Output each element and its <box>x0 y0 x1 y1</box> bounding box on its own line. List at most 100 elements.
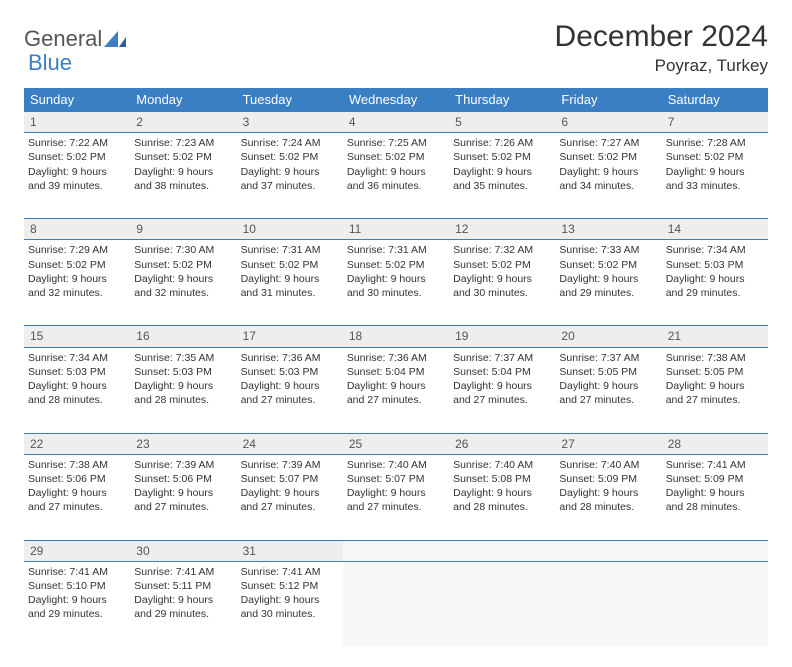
daylight-text: Daylight: 9 hours <box>559 379 657 393</box>
day-cell <box>343 561 449 647</box>
day-cell: Sunrise: 7:40 AMSunset: 5:09 PMDaylight:… <box>555 454 661 540</box>
sunrise-text: Sunrise: 7:31 AM <box>347 243 445 257</box>
daylight-text: and 28 minutes. <box>28 393 126 407</box>
day-number-row: 1234567 <box>24 112 768 133</box>
daylight-text: and 36 minutes. <box>347 179 445 193</box>
daylight-text: and 34 minutes. <box>559 179 657 193</box>
sunset-text: Sunset: 5:10 PM <box>28 579 126 593</box>
daylight-text: Daylight: 9 hours <box>559 272 657 286</box>
weekday-header: Saturday <box>662 88 768 112</box>
day-cell: Sunrise: 7:28 AMSunset: 5:02 PMDaylight:… <box>662 133 768 219</box>
sunrise-text: Sunrise: 7:26 AM <box>453 136 551 150</box>
daylight-text: and 27 minutes. <box>347 393 445 407</box>
daylight-text: Daylight: 9 hours <box>453 165 551 179</box>
day-cell: Sunrise: 7:35 AMSunset: 5:03 PMDaylight:… <box>130 347 236 433</box>
weekday-header: Monday <box>130 88 236 112</box>
sunset-text: Sunset: 5:07 PM <box>347 472 445 486</box>
day-number: 8 <box>24 219 130 240</box>
day-number: 9 <box>130 219 236 240</box>
daylight-text: and 27 minutes. <box>453 393 551 407</box>
sunset-text: Sunset: 5:04 PM <box>347 365 445 379</box>
daylight-text: and 27 minutes. <box>134 500 232 514</box>
day-number: 28 <box>662 433 768 454</box>
calendar-page: General December 2024 Poyraz, Turkey Blu… <box>0 0 792 667</box>
sunset-text: Sunset: 5:02 PM <box>28 150 126 164</box>
daylight-text: and 28 minutes. <box>666 500 764 514</box>
sunset-text: Sunset: 5:06 PM <box>28 472 126 486</box>
month-title: December 2024 <box>555 20 768 54</box>
day-cell: Sunrise: 7:25 AMSunset: 5:02 PMDaylight:… <box>343 133 449 219</box>
sunset-text: Sunset: 5:05 PM <box>559 365 657 379</box>
title-block: December 2024 Poyraz, Turkey <box>555 20 768 76</box>
daylight-text: Daylight: 9 hours <box>453 379 551 393</box>
week-row: Sunrise: 7:22 AMSunset: 5:02 PMDaylight:… <box>24 133 768 219</box>
day-cell: Sunrise: 7:36 AMSunset: 5:03 PMDaylight:… <box>237 347 343 433</box>
day-number: 3 <box>237 112 343 133</box>
daylight-text: Daylight: 9 hours <box>666 165 764 179</box>
daylight-text: and 37 minutes. <box>241 179 339 193</box>
daylight-text: Daylight: 9 hours <box>347 379 445 393</box>
sunset-text: Sunset: 5:05 PM <box>666 365 764 379</box>
daylight-text: Daylight: 9 hours <box>347 486 445 500</box>
daylight-text: Daylight: 9 hours <box>666 379 764 393</box>
day-cell: Sunrise: 7:40 AMSunset: 5:07 PMDaylight:… <box>343 454 449 540</box>
day-cell <box>662 561 768 647</box>
sunset-text: Sunset: 5:02 PM <box>559 150 657 164</box>
day-number: 31 <box>237 540 343 561</box>
sunrise-text: Sunrise: 7:40 AM <box>559 458 657 472</box>
sunrise-text: Sunrise: 7:41 AM <box>241 565 339 579</box>
day-cell: Sunrise: 7:30 AMSunset: 5:02 PMDaylight:… <box>130 240 236 326</box>
weekday-header: Friday <box>555 88 661 112</box>
daylight-text: Daylight: 9 hours <box>241 486 339 500</box>
day-number: 27 <box>555 433 661 454</box>
day-number: 22 <box>24 433 130 454</box>
day-number-row: 891011121314 <box>24 219 768 240</box>
sunset-text: Sunset: 5:09 PM <box>559 472 657 486</box>
page-header: General December 2024 Poyraz, Turkey <box>24 20 768 76</box>
weekday-header: Tuesday <box>237 88 343 112</box>
sunset-text: Sunset: 5:06 PM <box>134 472 232 486</box>
daylight-text: Daylight: 9 hours <box>559 486 657 500</box>
daylight-text: Daylight: 9 hours <box>241 379 339 393</box>
daylight-text: and 29 minutes. <box>666 286 764 300</box>
sunrise-text: Sunrise: 7:38 AM <box>28 458 126 472</box>
day-number: 15 <box>24 326 130 347</box>
sunrise-text: Sunrise: 7:36 AM <box>241 351 339 365</box>
sunset-text: Sunset: 5:02 PM <box>453 150 551 164</box>
day-number: 23 <box>130 433 236 454</box>
logo-text-blue: Blue <box>28 50 72 76</box>
day-number: 20 <box>555 326 661 347</box>
day-number: 13 <box>555 219 661 240</box>
day-cell: Sunrise: 7:31 AMSunset: 5:02 PMDaylight:… <box>237 240 343 326</box>
day-number <box>662 540 768 561</box>
daylight-text: Daylight: 9 hours <box>241 272 339 286</box>
day-number-row: 22232425262728 <box>24 433 768 454</box>
daylight-text: and 32 minutes. <box>134 286 232 300</box>
sunrise-text: Sunrise: 7:40 AM <box>453 458 551 472</box>
day-cell: Sunrise: 7:41 AMSunset: 5:10 PMDaylight:… <box>24 561 130 647</box>
daylight-text: Daylight: 9 hours <box>28 272 126 286</box>
sunrise-text: Sunrise: 7:41 AM <box>134 565 232 579</box>
day-cell: Sunrise: 7:38 AMSunset: 5:06 PMDaylight:… <box>24 454 130 540</box>
day-number: 21 <box>662 326 768 347</box>
day-cell: Sunrise: 7:32 AMSunset: 5:02 PMDaylight:… <box>449 240 555 326</box>
day-number: 6 <box>555 112 661 133</box>
daylight-text: and 35 minutes. <box>453 179 551 193</box>
sunset-text: Sunset: 5:02 PM <box>134 150 232 164</box>
daylight-text: Daylight: 9 hours <box>453 272 551 286</box>
weekday-header: Wednesday <box>343 88 449 112</box>
day-number <box>555 540 661 561</box>
sunrise-text: Sunrise: 7:24 AM <box>241 136 339 150</box>
day-cell: Sunrise: 7:36 AMSunset: 5:04 PMDaylight:… <box>343 347 449 433</box>
day-number: 2 <box>130 112 236 133</box>
sunrise-text: Sunrise: 7:40 AM <box>347 458 445 472</box>
daylight-text: and 27 minutes. <box>241 500 339 514</box>
week-row: Sunrise: 7:38 AMSunset: 5:06 PMDaylight:… <box>24 454 768 540</box>
daylight-text: Daylight: 9 hours <box>241 593 339 607</box>
sunrise-text: Sunrise: 7:36 AM <box>347 351 445 365</box>
daylight-text: and 28 minutes. <box>134 393 232 407</box>
daylight-text: and 28 minutes. <box>453 500 551 514</box>
sunset-text: Sunset: 5:03 PM <box>28 365 126 379</box>
daylight-text: and 30 minutes. <box>241 607 339 621</box>
sunrise-text: Sunrise: 7:38 AM <box>666 351 764 365</box>
